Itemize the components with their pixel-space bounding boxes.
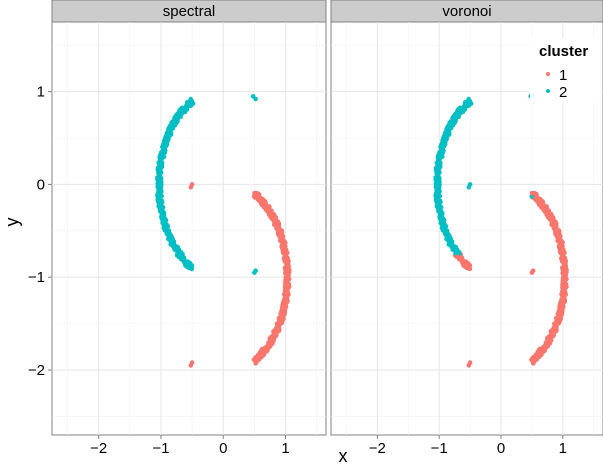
- grid-lines: [52, 22, 603, 435]
- legend: cluster 1 2: [530, 38, 602, 102]
- x-tick-label: −1: [431, 440, 448, 457]
- y-tick-label: 0: [37, 176, 45, 193]
- legend-label-2: 2: [559, 84, 567, 101]
- x-tick-label: 0: [497, 440, 505, 457]
- x-tick-label: 0: [219, 440, 227, 457]
- legend-key-2: [546, 89, 550, 93]
- legend-key-1: [546, 72, 550, 76]
- scatter-point-cluster-1: [188, 184, 194, 190]
- x-tick-label: 1: [559, 440, 567, 457]
- strip-voronoi: [330, 0, 603, 23]
- scatter-point-cluster-1: [530, 268, 536, 274]
- scatter-point-cluster-1: [188, 363, 194, 368]
- axis-ticks: −2 −1 0 1 −2 −1 0 1 −2 −1 0 1: [28, 84, 567, 457]
- legend-label-1: 1: [559, 67, 567, 84]
- strip-spectral-label: spectral: [163, 3, 216, 20]
- x-tick-label: −2: [369, 440, 386, 457]
- scatter-point-cluster-1: [252, 190, 257, 196]
- x-tick-label: 1: [281, 440, 289, 457]
- y-axis-title: y: [2, 218, 22, 227]
- y-tick-label: −2: [28, 362, 45, 379]
- scatter-point-cluster-2: [466, 184, 472, 190]
- x-axis-title: x: [339, 446, 348, 466]
- scatter-point-cluster-2: [190, 101, 196, 106]
- data-points: [155, 93, 569, 368]
- panel-spectral-background: [51, 21, 327, 436]
- x-tick-label: −1: [152, 440, 169, 457]
- y-tick-label: 1: [37, 84, 45, 101]
- scatter-point-cluster-1: [529, 190, 535, 196]
- scatter-point-cluster-2: [253, 268, 258, 274]
- y-tick-label: −1: [28, 269, 45, 286]
- scatter-point-cluster-1: [466, 363, 472, 368]
- legend-title: cluster: [539, 43, 588, 60]
- x-tick-label: −2: [90, 440, 107, 457]
- strip-voronoi-label: voronoi: [442, 3, 491, 20]
- scatter-point-cluster-2: [253, 96, 258, 102]
- scatter-point-cluster-2: [468, 101, 474, 106]
- strip-spectral: [51, 0, 327, 23]
